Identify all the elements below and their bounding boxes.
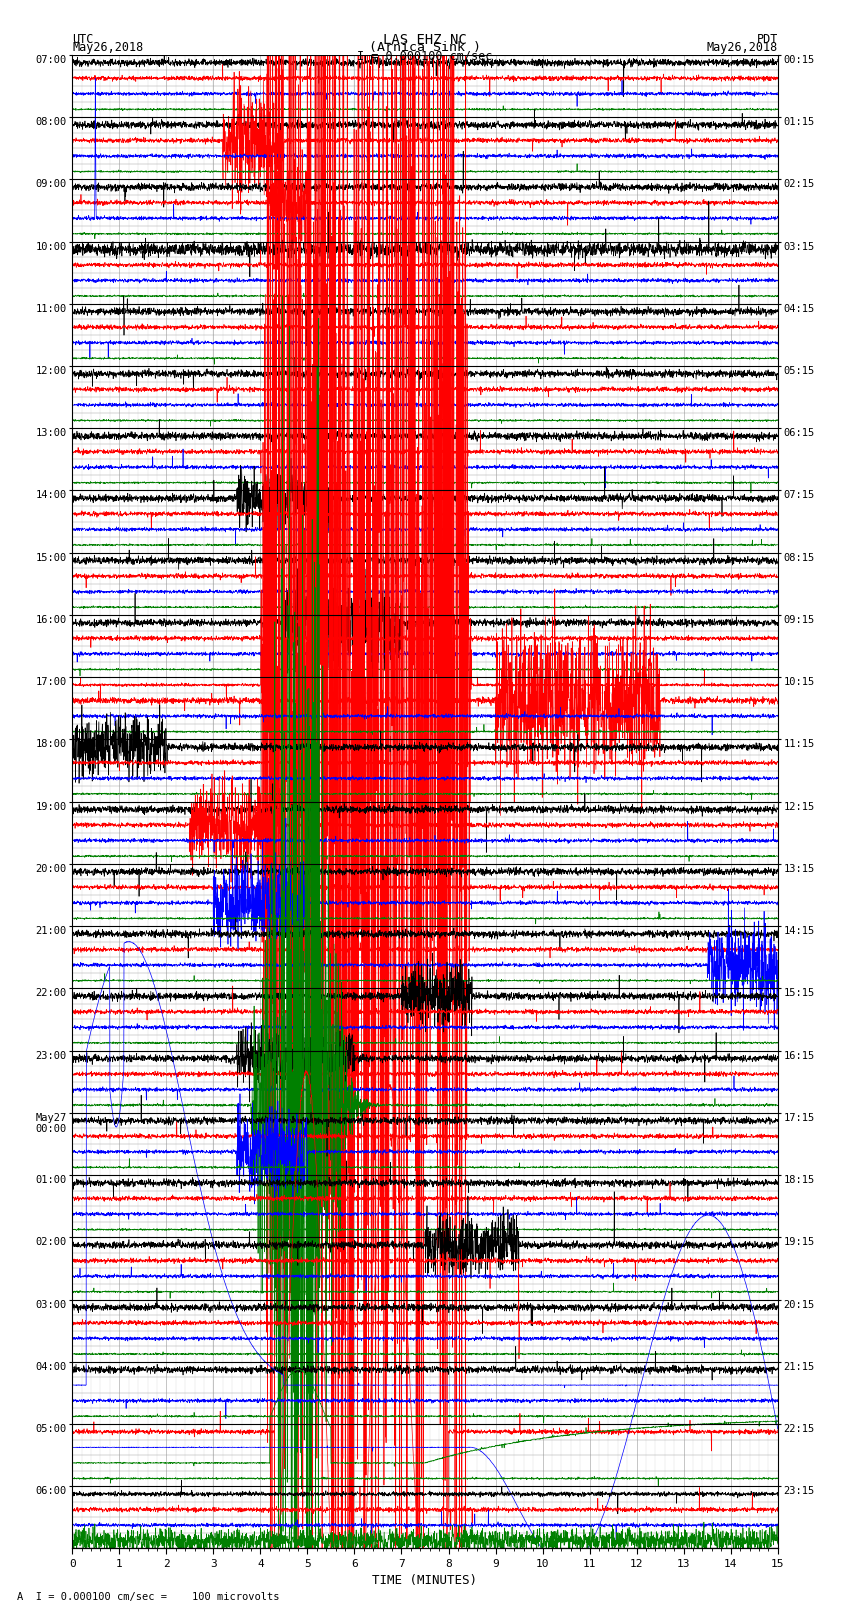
Text: May26,2018: May26,2018: [72, 40, 144, 55]
Text: UTC: UTC: [72, 32, 94, 47]
Text: LAS EHZ NC: LAS EHZ NC: [383, 32, 467, 47]
X-axis label: TIME (MINUTES): TIME (MINUTES): [372, 1574, 478, 1587]
Text: A  I = 0.000100 cm/sec =    100 microvolts: A I = 0.000100 cm/sec = 100 microvolts: [17, 1592, 280, 1602]
Text: PDT: PDT: [756, 32, 778, 47]
Text: (Arnica Sink ): (Arnica Sink ): [369, 40, 481, 55]
Text: May26,2018: May26,2018: [706, 40, 778, 55]
Text: I = 0.000100 cm/sec: I = 0.000100 cm/sec: [357, 50, 493, 63]
